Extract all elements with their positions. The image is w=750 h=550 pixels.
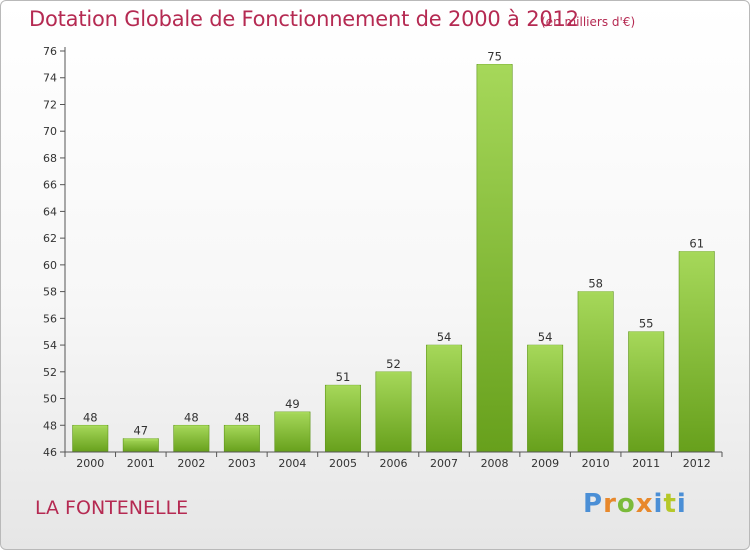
x-axis: 2000 2001 2002 2003 2004 2005 2006 2007 2008 2009… [64,451,723,470]
bar-2005 [324,384,361,453]
x-tick-label-2012: 2012 [683,457,711,470]
bar-highlight-2009 [528,345,562,348]
y-tick-label: 62 [43,232,57,245]
y-tick-label: 56 [43,312,57,325]
x-tick-label-2004: 2004 [278,457,306,470]
x-tick-label-2010: 2010 [582,457,610,470]
bar-value-label-2007: 54 [437,330,452,344]
chart-subtitle: (en milliers d'€) [541,15,636,29]
logo-letter: x [635,489,654,519]
bar-highlight-2004 [275,411,310,414]
x-tick-label-2006: 2006 [380,457,408,470]
bar-2012 [678,251,715,453]
bar-2010 [577,291,614,453]
logo-letter: r [603,489,617,519]
y-tick-label: 58 [43,286,57,299]
bar-value-label-2005: 51 [336,370,351,384]
chart-title: Dotation Globale de Fonctionnement de 20… [29,7,579,31]
bar-2006 [375,371,412,453]
bar-highlight-2002 [174,425,209,428]
bar-2007 [426,344,463,453]
y-tick-label: 52 [43,366,57,379]
bars: 48 47 48 48 49 51 52 54 75 54 58 55 61 [72,49,715,453]
y-tick-label: 66 [43,179,57,192]
bar-highlight-2000 [73,425,107,428]
bar-highlight-2006 [376,371,411,374]
bar-value-label-2010: 58 [588,277,603,291]
x-tick-label-2001: 2001 [127,457,155,470]
bar-2001 [122,438,159,453]
bar-value-label-2008: 75 [487,49,502,63]
y-tick-label: 46 [43,446,57,459]
commune-name: LA FONTENELLE [35,497,189,519]
bar-highlight-2012 [680,251,714,254]
bar-2003 [223,424,260,453]
y-tick-label: 68 [43,152,57,165]
x-tick-label-2009: 2009 [531,457,559,470]
x-tick-label-2002: 2002 [177,457,205,470]
logo-letter: t [663,489,677,519]
bar-2008 [476,64,513,453]
y-tick-label: 54 [43,339,57,352]
bar-value-label-2006: 52 [386,357,401,371]
bar-highlight-2008 [477,64,512,67]
bar-value-label-2004: 49 [285,397,300,411]
bar-value-label-2009: 54 [538,330,553,344]
y-tick-label: 64 [43,205,57,218]
y-tick-label: 48 [43,419,57,432]
bar-value-label-2002: 48 [184,410,199,424]
y-axis: 46 48 50 52 54 56 58 60 62 64 66 68 70 72 74 76 [43,45,66,459]
logo-letter: i [676,489,687,519]
x-tick-label-2000: 2000 [76,457,104,470]
bar-highlight-2001 [124,438,158,441]
bar-2011 [628,331,665,453]
bar-highlight-2005 [326,385,360,388]
x-tick-label-2005: 2005 [329,457,357,470]
bar-highlight-2007 [427,345,461,348]
logo-letter: i [653,489,664,519]
bar-highlight-2003 [225,425,259,428]
bar-value-label-2012: 61 [689,237,704,251]
bar-value-label-2000: 48 [83,410,98,424]
y-tick-label: 74 [43,72,57,85]
x-tick-label-2003: 2003 [228,457,256,470]
bar-2002 [173,424,210,453]
bar-2009 [527,344,564,453]
y-tick-label: 70 [43,125,57,138]
bar-value-label-2011: 55 [639,317,654,331]
y-tick-label: 72 [43,98,57,111]
proxiti-logo: Proxiti [583,489,687,519]
bar-highlight-2011 [629,331,663,334]
logo-letter: o [616,489,636,519]
x-tick-label-2011: 2011 [632,457,660,470]
x-tick-label-2007: 2007 [430,457,458,470]
bar-value-label-2001: 47 [133,424,148,438]
y-tick-label: 76 [43,45,57,58]
bar-2004 [274,411,311,453]
bar-highlight-2010 [578,291,613,294]
logo-letter: P [583,489,604,519]
bar-2000 [72,424,109,453]
y-tick-label: 60 [43,259,57,272]
x-tick-label-2008: 2008 [481,457,509,470]
y-tick-label: 50 [43,393,57,406]
bar-value-label-2003: 48 [235,410,250,424]
